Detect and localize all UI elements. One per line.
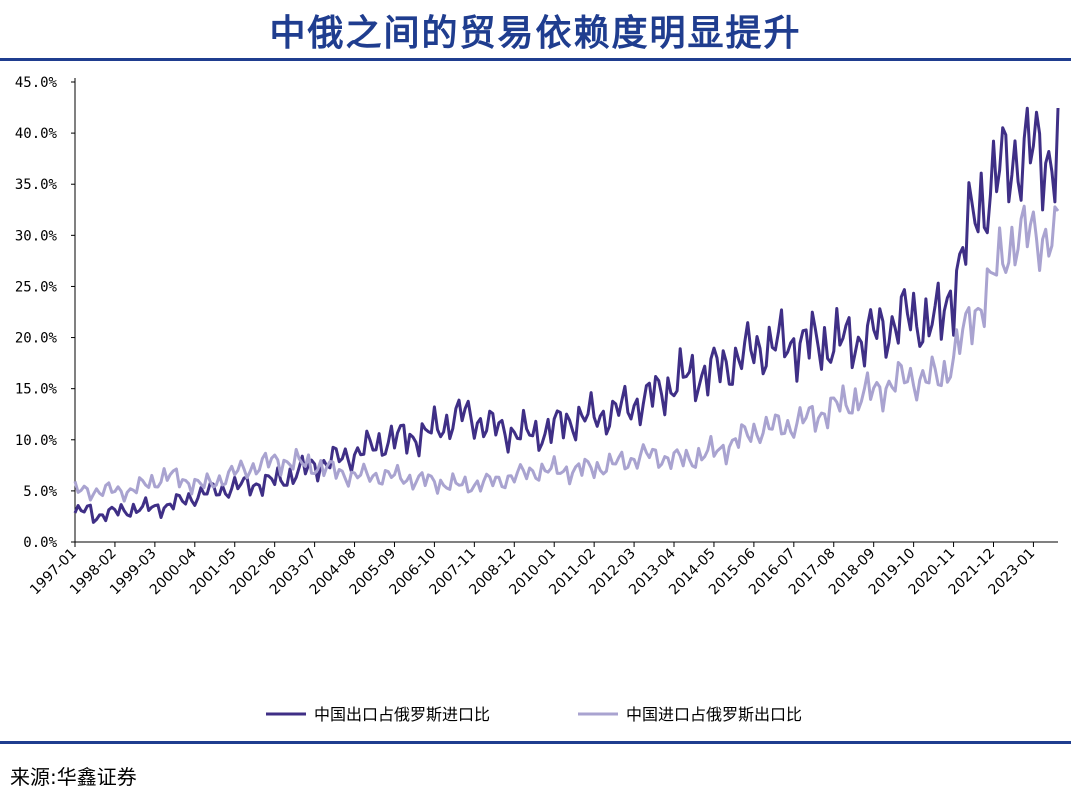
source-note: 来源:华鑫证券 xyxy=(10,765,137,789)
y-tick-label: 45.0% xyxy=(15,75,58,91)
x-axis: 1997-011998-021999-032000-042001-052002-… xyxy=(27,541,1058,598)
footer-divider xyxy=(0,741,1071,744)
line-chart: 0.0% 5.0% 10.0% 15.0% 20.0% 25.0% 30.0% 35.0% 40… xyxy=(15,75,1060,724)
legend: 中国出口占俄罗斯进口比 中国进口占俄罗斯出口比 xyxy=(266,705,802,724)
legend-label-1: 中国出口占俄罗斯进口比 xyxy=(314,705,490,724)
y-tick-label: 40.0% xyxy=(15,126,58,142)
legend-label-2: 中国进口占俄罗斯出口比 xyxy=(626,705,802,724)
y-tick-label: 35.0% xyxy=(15,177,58,193)
y-tick-label: 0.0% xyxy=(23,535,57,551)
chart-title: 中俄之间的贸易依赖度明显提升 xyxy=(269,13,802,54)
title-divider xyxy=(0,58,1071,61)
y-axis: 0.0% 5.0% 10.0% 15.0% 20.0% 25.0% 30.0% 35.0% 40… xyxy=(15,75,76,551)
y-tick-label: 10.0% xyxy=(15,433,58,449)
y-tick-label: 25.0% xyxy=(15,279,58,295)
y-tick-label: 20.0% xyxy=(15,331,58,347)
y-tick-label: 5.0% xyxy=(23,484,57,500)
series-line-1 xyxy=(73,106,1060,524)
series-line-2 xyxy=(73,204,1060,503)
y-tick-label: 30.0% xyxy=(15,228,58,244)
y-tick-label: 15.0% xyxy=(15,382,58,398)
series-layer xyxy=(73,106,1060,524)
